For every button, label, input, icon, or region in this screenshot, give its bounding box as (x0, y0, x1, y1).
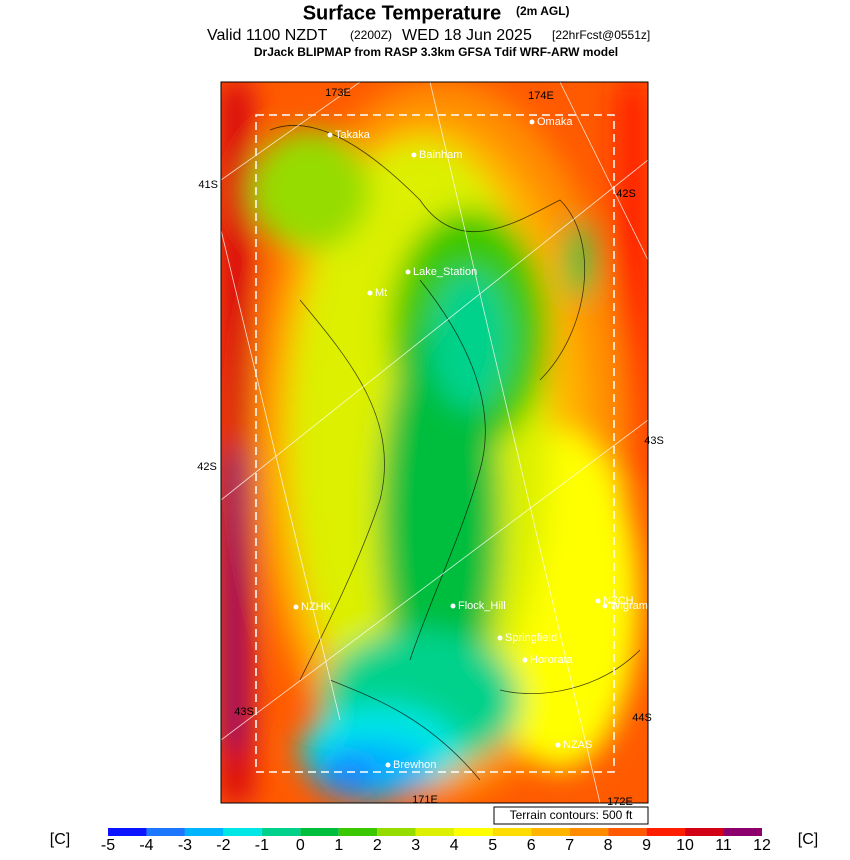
title: Surface Temperature (303, 2, 502, 24)
graticule-label: 172E (607, 796, 633, 808)
colorbar-tick-label: 8 (604, 837, 613, 854)
place-label: Flock_Hill (458, 600, 506, 612)
model-info: DrJack BLIPMAP from RASP 3.3km GFSA Tdif… (254, 45, 618, 59)
place-dot (327, 132, 333, 138)
graticule-label: 174E (528, 90, 554, 102)
place-dot (293, 604, 299, 610)
place-label: Bainham (419, 149, 462, 161)
place-dot (497, 635, 503, 641)
colorbar-bin (608, 828, 647, 836)
colorbar-bin (300, 828, 339, 836)
place-label: NZHK (301, 601, 332, 613)
place-label: Takaka (335, 129, 371, 141)
place-label: NZCH (603, 595, 634, 607)
terrain-box (493, 806, 649, 825)
colorbar-bin (108, 828, 147, 836)
colorbar-tick-label: 0 (296, 837, 305, 854)
graticule-label: 42S (616, 188, 636, 200)
colorbar-tick-label: 4 (450, 837, 459, 854)
graticule-label: 171E (412, 794, 438, 806)
forecast: [22hrFcst@0551z] (552, 28, 650, 42)
place-dot (555, 742, 561, 748)
place-label: Mt (375, 287, 387, 299)
place-dot (411, 152, 417, 158)
colorbar-bin (261, 828, 301, 836)
colorbar-bin (723, 828, 762, 836)
colorbar-tick-label: 2 (373, 837, 382, 854)
graticule-label: 42S (197, 461, 217, 473)
colorbar-unit: [C] (50, 831, 70, 848)
date: WED 18 Jun 2025 (402, 27, 532, 44)
terrain-note: Terrain contours: 500 ft (510, 808, 633, 822)
place-label: Lake_Station (413, 266, 477, 278)
colorbar-tick-label: 12 (753, 837, 771, 854)
map-frame (220, 81, 649, 804)
valid-time: Valid 1100 NZDT (207, 27, 328, 44)
colorbar-bin (223, 828, 262, 836)
place-label: Springfield (505, 632, 557, 644)
colorbar-tick-label: -3 (178, 837, 192, 854)
colorbar-tick-label: 11 (715, 837, 732, 854)
place-label: Brewhon (393, 759, 436, 771)
colorbar-bin (646, 828, 686, 836)
colorbar-bin (146, 828, 185, 836)
colorbar-bin (569, 828, 609, 836)
title-note: (2m AGL) (516, 4, 570, 18)
place-dot (385, 762, 391, 768)
place-label: NZAS (563, 739, 592, 751)
colorbar-bin (415, 828, 455, 836)
colorbar-tick-label: -4 (139, 837, 153, 854)
colorbar-tick-label: 5 (488, 837, 497, 854)
colorbar-bin (531, 828, 570, 836)
colorbar-bin (338, 828, 378, 836)
place-dot (595, 598, 601, 604)
colorbar-bin (184, 828, 224, 836)
colorbar-bin (685, 828, 724, 836)
valid-utc: (2200Z) (350, 28, 392, 42)
place-dot (405, 269, 411, 275)
place-label: Omaka (537, 116, 573, 128)
place-dot (367, 290, 373, 296)
place-dot (450, 603, 456, 609)
colorbar-bin (377, 828, 416, 836)
colorbar-bin (492, 828, 532, 836)
place-dot (529, 119, 535, 125)
place-dot (602, 603, 608, 609)
colorbar-tick-label: -1 (255, 837, 269, 854)
graticule-label: 43S (234, 706, 254, 718)
colorbar-tick-label: 7 (565, 837, 574, 854)
graticule-label: 173E (325, 87, 351, 99)
colorbar-tick-label: 9 (642, 837, 651, 854)
graticule-label: 41S (198, 179, 218, 191)
colorbar-tick-label: 1 (334, 837, 343, 854)
place-dot (522, 657, 528, 663)
colorbar-tick-label: -5 (101, 837, 115, 854)
colorbar-tick-label: 10 (676, 837, 694, 854)
place-label: Wigram (610, 600, 648, 612)
colorbar-unit: [C] (798, 831, 818, 848)
place-label: Hororata (530, 654, 574, 666)
temperature-field (221, 82, 648, 803)
colorbar-tick-label: -2 (216, 837, 230, 854)
colorbar-tick-label: 3 (411, 837, 420, 854)
colorbar-tick-label: 6 (527, 837, 536, 854)
graticule-label: 44S (632, 712, 652, 724)
colorbar-bin (454, 828, 493, 836)
graticule-label: 43S (644, 435, 664, 447)
